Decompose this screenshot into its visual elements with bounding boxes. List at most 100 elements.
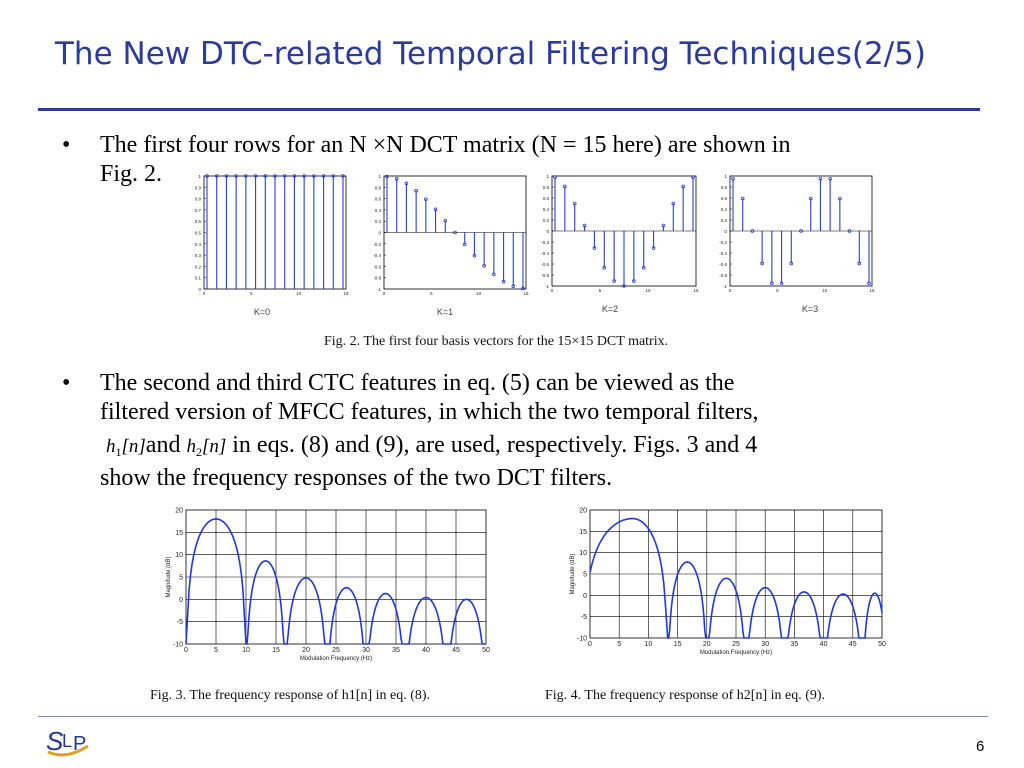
stem-marker bbox=[641, 266, 646, 270]
stem-marker bbox=[779, 281, 784, 286]
bullet-1: • The first four rows for an N ×N DCT ma… bbox=[62, 131, 980, 189]
bullet-2-line-3: h1[n]and h2[n] in eqs. (8) and (9), are … bbox=[100, 431, 980, 467]
y-tick-label: 1 bbox=[546, 174, 549, 179]
x-tick-label: 0 bbox=[184, 647, 188, 654]
stem-marker bbox=[612, 279, 616, 283]
y-tick-label: 0 bbox=[378, 231, 381, 236]
x-tick-label: 5 bbox=[214, 647, 218, 654]
x-tick-label: 0 bbox=[729, 288, 732, 293]
stem-marker bbox=[838, 196, 842, 201]
stem-marker bbox=[482, 264, 486, 268]
stem-marker bbox=[433, 207, 438, 212]
y-tick-label: 0 bbox=[724, 229, 727, 234]
y-tick-label: 0.7 bbox=[195, 208, 202, 213]
h2-subscript: 2 bbox=[195, 445, 202, 459]
stem-marker bbox=[622, 284, 626, 288]
h1-subscript: 1 bbox=[115, 445, 122, 459]
stem-marker bbox=[214, 174, 219, 178]
y-tick-label: -0.6 bbox=[541, 262, 549, 267]
stem-marker bbox=[818, 176, 823, 181]
footer-divider bbox=[38, 716, 988, 717]
stem-marker bbox=[302, 174, 306, 178]
y-tick-label: 0.6 bbox=[721, 196, 728, 201]
y-tick-label: 20 bbox=[175, 508, 183, 515]
stem-marker bbox=[521, 286, 525, 291]
y-tick-label: -0.2 bbox=[719, 240, 727, 245]
stem-marker bbox=[472, 253, 477, 258]
stem-marker bbox=[770, 281, 774, 286]
y-tick-label: -0.4 bbox=[719, 251, 727, 256]
stem-marker bbox=[292, 174, 297, 178]
y-tick-label: 0 bbox=[198, 287, 201, 292]
stem-marker bbox=[867, 281, 871, 286]
stem-marker bbox=[671, 201, 676, 206]
page-number: 6 bbox=[976, 738, 985, 755]
x-tick-label: 0 bbox=[203, 291, 206, 296]
y-tick-label: -0.2 bbox=[541, 240, 549, 245]
y-tick-label: -1 bbox=[723, 284, 727, 289]
x-tick-label: 20 bbox=[302, 647, 310, 654]
stem-marker bbox=[244, 174, 248, 178]
stem-marker bbox=[282, 174, 287, 178]
stem-marker bbox=[331, 174, 336, 178]
plot-label: K=1 bbox=[437, 307, 453, 317]
y-tick-label: 20 bbox=[579, 508, 587, 515]
plot-label: K=2 bbox=[602, 304, 618, 314]
stem-marker bbox=[492, 272, 496, 277]
x-tick-label: 15 bbox=[523, 291, 529, 296]
stem-plot-k0: 1 0.9 0.8 0.7 0.6 0.5 0.4 0.3 0.2 0.1 00 5 10 15 K=0 bbox=[195, 174, 349, 317]
y-tick-label: -0.8 bbox=[719, 273, 727, 278]
stem-marker bbox=[273, 174, 277, 178]
x-tick-label: 35 bbox=[791, 641, 799, 648]
x-tick-label: 15 bbox=[869, 288, 875, 293]
stem-marker bbox=[632, 279, 636, 283]
bullet-2-line-3-rest: in eqs. (8) and (9), are used, respectiv… bbox=[226, 432, 758, 458]
x-tick-label: 40 bbox=[820, 641, 828, 648]
stem-marker bbox=[760, 261, 764, 266]
stem-marker bbox=[681, 184, 685, 189]
svg-text:L: L bbox=[62, 731, 72, 751]
stem-marker bbox=[424, 197, 428, 201]
y-tick-label: 0.1 bbox=[195, 276, 202, 281]
bullet-2-line-2: filtered version of MFCC features, in wh… bbox=[100, 399, 759, 425]
y-tick-label: 0.2 bbox=[375, 219, 382, 224]
stem-marker bbox=[602, 266, 607, 270]
h2-symbol: h bbox=[186, 436, 196, 457]
y-tick-label: 5 bbox=[179, 575, 183, 582]
y-tick-label: 0.9 bbox=[195, 185, 202, 190]
stem-marker bbox=[443, 218, 448, 223]
y-tick-label: 0.4 bbox=[721, 207, 728, 212]
x-tick-label: 35 bbox=[392, 647, 400, 654]
stem-marker bbox=[582, 223, 587, 228]
x-tick-label: 30 bbox=[362, 647, 370, 654]
fig4-caption: Fig. 4. The frequency response of h2[n] … bbox=[545, 688, 826, 703]
stem-plot-k2: 10.80.60.40.20-0.2-0.4-0.6-0.8-10 5 10 15K=… bbox=[541, 174, 699, 314]
stem-marker bbox=[205, 174, 209, 178]
response-curve bbox=[589, 517, 883, 639]
y-tick-label: -1 bbox=[377, 287, 381, 292]
stem-marker bbox=[563, 184, 567, 189]
stem-plot-k3: 10.80.60.40.20-0.2-0.4-0.6-0.8-10 5 10 15K=… bbox=[719, 174, 875, 314]
x-tick-label: 50 bbox=[878, 641, 886, 648]
x-tick-label: 10 bbox=[296, 291, 302, 296]
x-tick-label: 0 bbox=[551, 288, 554, 293]
y-tick-label: 10 bbox=[175, 552, 183, 559]
y-tick-label: 0.8 bbox=[721, 185, 728, 190]
y-tick-label: -0.8 bbox=[373, 276, 381, 281]
x-tick-label: 15 bbox=[674, 641, 682, 648]
y-tick-label: 15 bbox=[175, 530, 183, 537]
stem-marker bbox=[592, 246, 597, 250]
svg-text:P: P bbox=[73, 733, 86, 755]
stem-marker bbox=[312, 174, 316, 178]
y-tick-label: 1 bbox=[724, 174, 727, 179]
stem-marker bbox=[691, 175, 695, 179]
y-tick-label: -1 bbox=[545, 284, 549, 289]
stem-marker bbox=[828, 176, 832, 181]
y-axis-label: Magnitude (dB) bbox=[570, 553, 576, 594]
stem-marker bbox=[572, 201, 577, 206]
slide-title: The New DTC-related Temporal Filtering T… bbox=[55, 36, 926, 72]
svg-text:S: S bbox=[46, 726, 64, 756]
x-tick-label: 5 bbox=[617, 641, 621, 648]
